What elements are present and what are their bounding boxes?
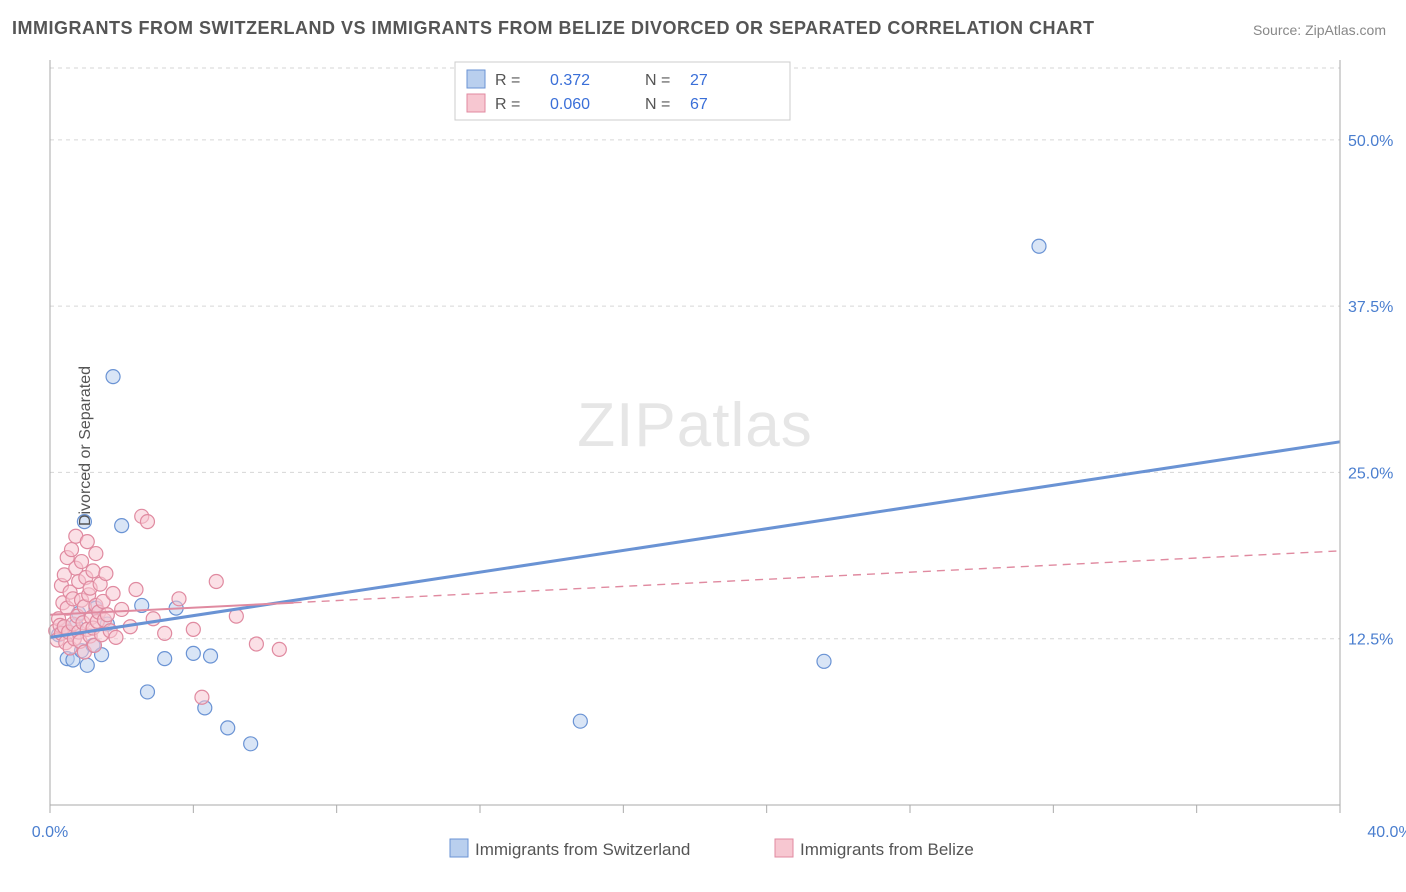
data-point bbox=[115, 519, 129, 533]
data-point bbox=[75, 555, 89, 569]
data-point bbox=[1032, 239, 1046, 253]
data-point bbox=[106, 586, 120, 600]
data-point bbox=[249, 637, 263, 651]
data-point bbox=[186, 622, 200, 636]
legend-n-value: 27 bbox=[690, 72, 708, 89]
data-point bbox=[573, 714, 587, 728]
data-point bbox=[221, 721, 235, 735]
y-tick-label: 37.5% bbox=[1348, 299, 1393, 316]
data-point bbox=[272, 642, 286, 656]
data-point bbox=[86, 564, 100, 578]
x-tick-label: 0.0% bbox=[32, 824, 68, 841]
legend-n-label: N = bbox=[645, 72, 670, 89]
data-point bbox=[140, 515, 154, 529]
data-point bbox=[100, 608, 114, 622]
legend-r-label: R = bbox=[495, 96, 520, 113]
data-point bbox=[106, 370, 120, 384]
data-point bbox=[80, 658, 94, 672]
data-point bbox=[109, 630, 123, 644]
legend-r-value: 0.372 bbox=[550, 72, 590, 89]
data-point bbox=[140, 685, 154, 699]
correlation-chart: IMMIGRANTS FROM SWITZERLAND VS IMMIGRANT… bbox=[0, 0, 1406, 892]
data-point bbox=[204, 649, 218, 663]
chart-title: IMMIGRANTS FROM SWITZERLAND VS IMMIGRANT… bbox=[12, 18, 1094, 39]
y-tick-label: 12.5% bbox=[1348, 632, 1393, 649]
data-point bbox=[172, 592, 186, 606]
data-point bbox=[89, 547, 103, 561]
legend-n-value: 67 bbox=[690, 96, 708, 113]
legend-n-label: N = bbox=[645, 96, 670, 113]
legend-r-value: 0.060 bbox=[550, 96, 590, 113]
legend-r-label: R = bbox=[495, 72, 520, 89]
data-point bbox=[99, 567, 113, 581]
y-tick-label: 50.0% bbox=[1348, 133, 1393, 150]
bottom-legend-swatch-belize bbox=[775, 839, 793, 857]
data-point bbox=[65, 543, 79, 557]
data-point bbox=[244, 737, 258, 751]
data-point bbox=[186, 646, 200, 660]
y-tick-label: 25.0% bbox=[1348, 465, 1393, 482]
x-tick-label: 40.0% bbox=[1367, 824, 1406, 841]
data-point bbox=[195, 690, 209, 704]
legend-swatch-switzerland bbox=[467, 70, 485, 88]
source-label: Source: ZipAtlas.com bbox=[1253, 22, 1386, 38]
data-point bbox=[129, 582, 143, 596]
chart-svg: 12.5% 25.0% 37.5% 50.0% ZIPatlas 0.0% 40.0% R =… bbox=[0, 0, 1406, 892]
data-point bbox=[158, 652, 172, 666]
y-axis-label: Divorced or Separated bbox=[77, 366, 95, 526]
data-point bbox=[158, 626, 172, 640]
trend-line bbox=[50, 442, 1340, 638]
bottom-legend-label: Immigrants from Belize bbox=[800, 840, 974, 859]
data-point bbox=[209, 575, 223, 589]
data-point bbox=[115, 602, 129, 616]
legend-swatch-belize bbox=[467, 94, 485, 112]
bottom-legend-label: Immigrants from Switzerland bbox=[475, 840, 690, 859]
bottom-legend-swatch-switzerland bbox=[450, 839, 468, 857]
data-point bbox=[817, 654, 831, 668]
watermark: ZIPatlas bbox=[577, 391, 812, 460]
data-point bbox=[80, 535, 94, 549]
